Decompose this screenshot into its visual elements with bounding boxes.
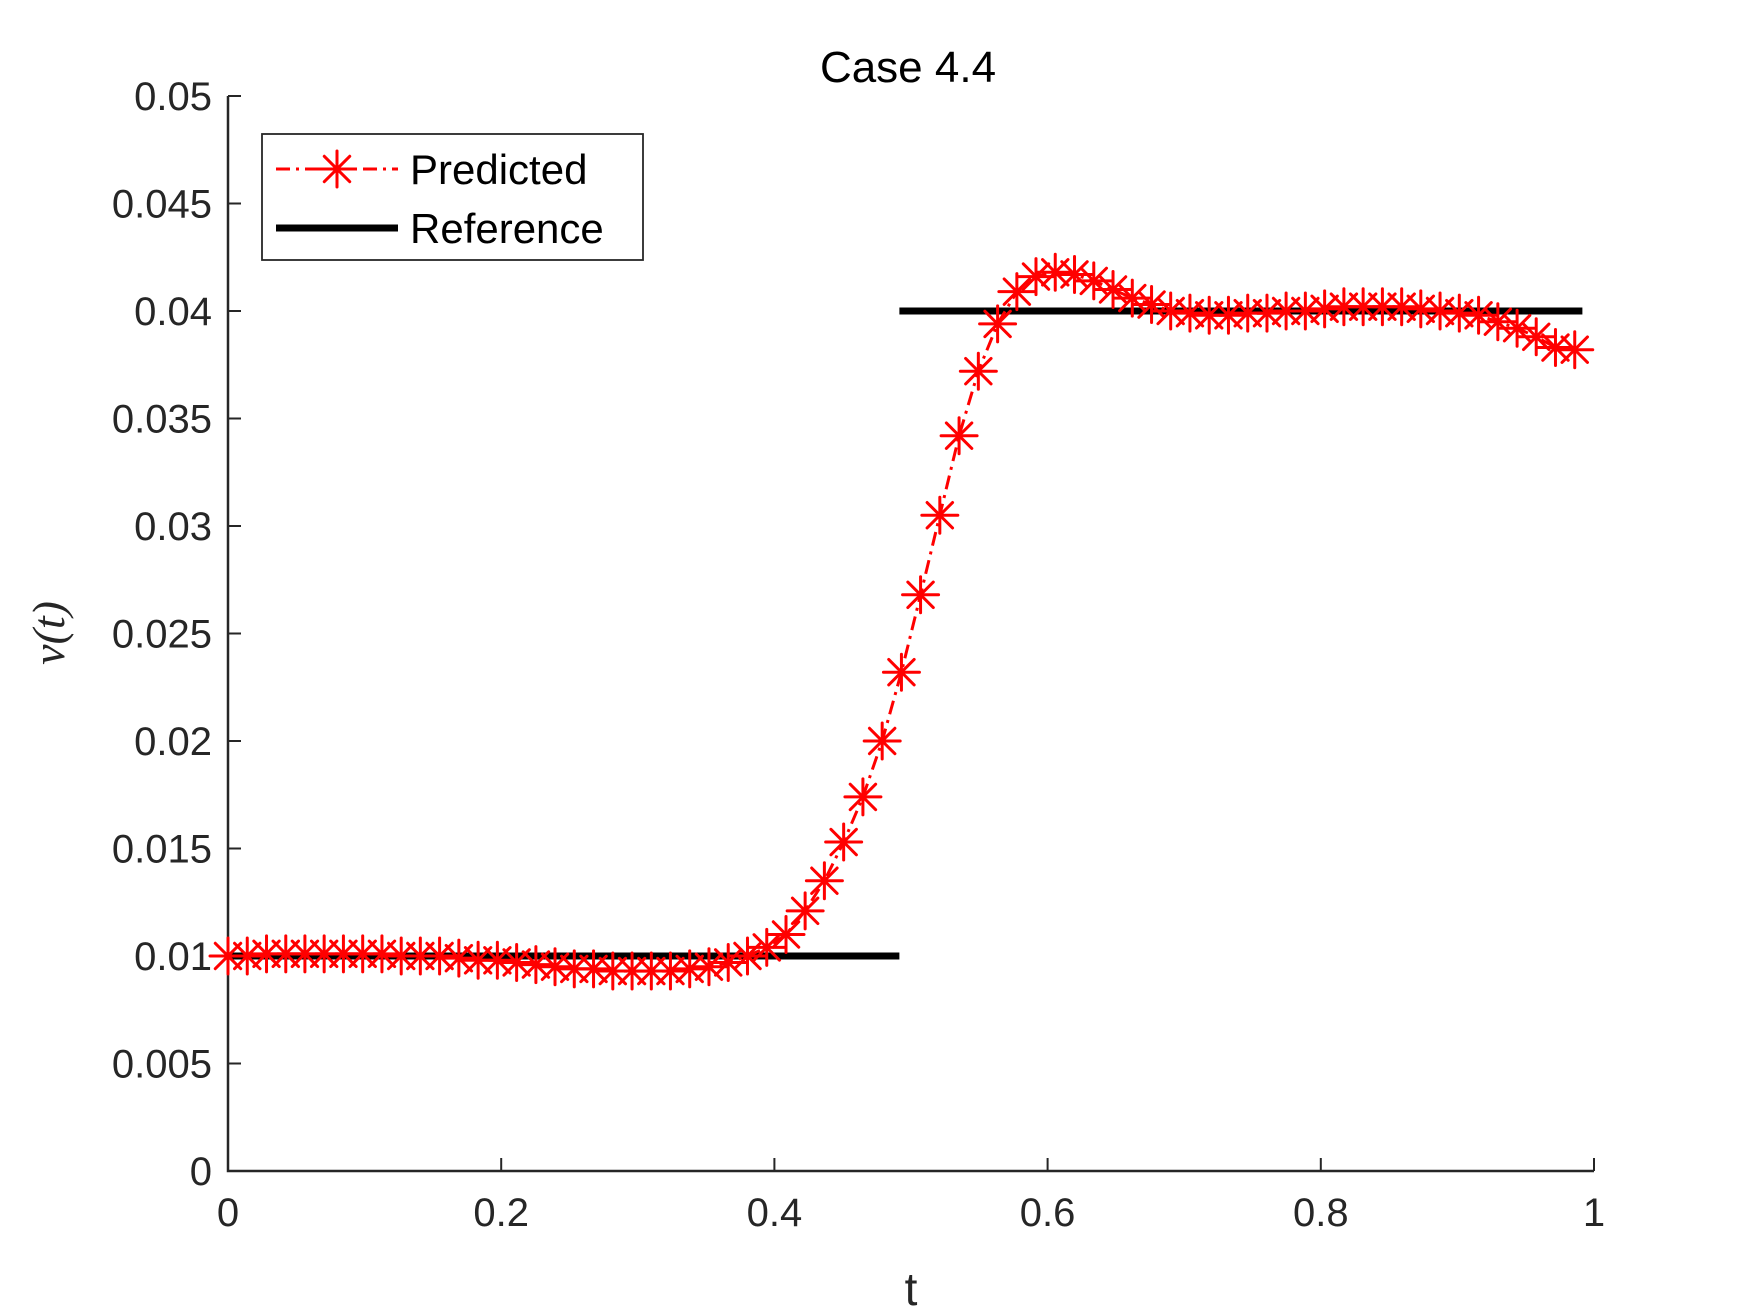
predicted-point [1439, 293, 1479, 333]
legend-label-predicted: Predicted [410, 146, 587, 193]
x-axis-label: t [905, 1263, 918, 1313]
x-tick-label: 0 [217, 1191, 239, 1235]
predicted-point [439, 938, 479, 978]
y-tick-label: 0.005 [112, 1043, 212, 1087]
predicted-point [1401, 289, 1441, 329]
y-tick-label: 0.015 [112, 828, 212, 872]
predicted-point [1420, 291, 1460, 331]
predicted-point [227, 936, 267, 976]
predicted-point [1516, 317, 1556, 357]
y-tick-label: 0 [190, 1150, 212, 1194]
legend-label-reference: Reference [410, 205, 604, 252]
x-tick-label: 0.2 [473, 1191, 529, 1235]
predicted-point [804, 861, 844, 901]
predicted-point [939, 416, 979, 456]
y-tick-label: 0.045 [112, 183, 212, 227]
predicted-point [881, 652, 921, 692]
predicted-point [362, 934, 402, 974]
predicted-point [1132, 285, 1172, 325]
y-tick-label: 0.04 [134, 290, 212, 334]
x-tick-label: 0.6 [1020, 1191, 1076, 1235]
predicted-point [420, 936, 460, 976]
y-tick-label: 0.03 [134, 505, 212, 549]
legend-asterisk [317, 149, 357, 189]
predicted-point [1382, 287, 1422, 327]
chart-title: Case 4.4 [820, 43, 996, 92]
predicted-point [824, 822, 864, 862]
predicted-point [497, 942, 537, 982]
predicted-point [901, 575, 941, 615]
predicted-point [1535, 328, 1575, 368]
x-tick-label: 1 [1583, 1191, 1605, 1235]
predicted-point [1247, 293, 1287, 333]
plot-area: 0 0.2 0.4 0.6 0.8 1 00.0050.010.0150.020.0250… [112, 75, 1605, 1235]
legend-marker-predicted [317, 149, 357, 189]
predicted-point [1112, 278, 1152, 318]
predicted-point [862, 721, 902, 761]
predicted-point [574, 949, 614, 989]
predicted-point [1035, 252, 1075, 292]
y-tick-label: 0.025 [112, 613, 212, 657]
predicted-point [920, 495, 960, 535]
x-tick-label: 0.4 [747, 1191, 803, 1235]
predicted-point [1208, 295, 1248, 335]
y-tick-label: 0.05 [134, 75, 212, 119]
predicted-point [477, 940, 517, 980]
predicted-point [978, 304, 1018, 344]
predicted-point [843, 777, 883, 817]
y-axis-label: ν(t) [23, 601, 74, 665]
predicted-point [1151, 291, 1191, 331]
predicted-point [1055, 254, 1095, 294]
legend-box [261, 133, 644, 261]
legend: Predicted Reference [261, 133, 644, 261]
predicted-point [535, 947, 575, 987]
y-tick-label: 0.035 [112, 398, 212, 442]
predicted-point [1555, 330, 1595, 370]
predicted-point [650, 951, 690, 991]
predicted-point [747, 927, 787, 967]
predicted-point [670, 949, 710, 989]
predicted-point [1305, 289, 1345, 329]
x-axis-ticks: 0 0.2 0.4 0.6 0.8 1 [217, 1158, 1605, 1235]
x-tick-label: 0.8 [1293, 1191, 1349, 1235]
predicted-point [785, 891, 825, 931]
predicted-point [997, 272, 1037, 312]
y-tick-label: 0.01 [134, 935, 212, 979]
predicted-point [766, 915, 806, 954]
predicted-point [1285, 291, 1325, 331]
series-layer [208, 252, 1595, 991]
predicted-point [958, 351, 998, 391]
y-tick-label: 0.02 [134, 720, 212, 764]
y-axis-ticks: 0 0.005 0.01 0.015 0.02 0.025 0.03 0.035 0.04 0.0… [112, 75, 241, 1194]
predicted-point [516, 945, 556, 985]
predicted-point [1170, 293, 1210, 333]
